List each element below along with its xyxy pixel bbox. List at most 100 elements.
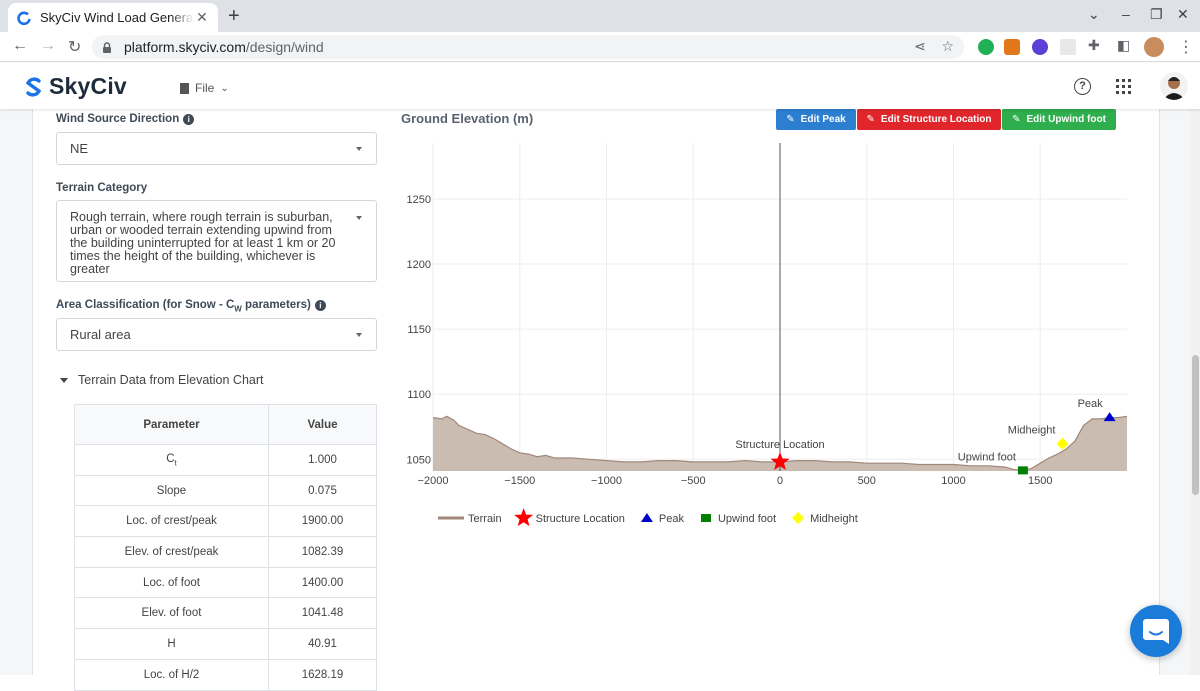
address-bar[interactable]: platform.skyciv.com/design/wind ⋖ ☆	[92, 35, 964, 59]
peak-data-label: Peak	[1078, 398, 1104, 410]
chrome-menu-icon[interactable]: ⋮	[1178, 39, 1194, 56]
midheight-data-label: Midheight	[1008, 425, 1056, 437]
legend-midheight-swatch	[792, 512, 805, 524]
extension-icon[interactable]	[1032, 39, 1048, 55]
table-row: Loc. of foot 1400.00	[74, 566, 377, 599]
terrain-data-title: Terrain Data from Elevation Chart	[78, 373, 264, 387]
apps-grid-icon[interactable]	[1116, 79, 1131, 94]
x-tick-label: 1500	[1028, 475, 1052, 487]
wind-direction-label: Wind Source Direction i	[56, 113, 195, 125]
value-cell: 1082.39	[268, 536, 377, 568]
terrain-parameters-table: Parameter Value CtCt1.000Slope0.075Loc. …	[74, 404, 377, 691]
edit-peak-label: Edit Peak	[800, 114, 846, 125]
terrain-area	[433, 416, 1127, 471]
file-menu-label: File	[195, 81, 215, 95]
file-menu[interactable]: File ⌄	[180, 81, 229, 95]
edit-icon: ✎	[1012, 114, 1021, 125]
browser-toolbar: ← → ↻ platform.skyciv.com/design/wind ⋖ …	[0, 32, 1200, 62]
table-header-row: Parameter Value	[74, 404, 377, 445]
window-close-icon[interactable]: ✕	[1177, 6, 1189, 22]
parameter-cell: CtCt	[74, 444, 269, 476]
value-cell: 0.075	[268, 474, 377, 507]
info-icon[interactable]: i	[183, 114, 195, 125]
profile-avatar-icon[interactable]	[1144, 37, 1164, 57]
user-avatar[interactable]	[1160, 72, 1188, 100]
edit-structure-label: Edit Structure Location	[880, 114, 992, 125]
column-header-value: Value	[268, 404, 377, 445]
skyciv-favicon-icon	[17, 11, 31, 25]
skyciv-logo[interactable]: SkyCiv	[24, 73, 127, 100]
legend-midheight-label: Midheight	[810, 513, 858, 525]
ground-elevation-chart[interactable]: −2000 −1500 −1000 −500 0 500 1000 1500 1050 1100 1…	[390, 135, 1150, 545]
skyciv-logo-icon	[25, 77, 42, 96]
edit-icon: ✎	[786, 114, 795, 125]
minimize-icon[interactable]: –	[1122, 6, 1130, 22]
edit-icon: ✎	[866, 114, 875, 125]
y-tick-label: 1150	[407, 324, 431, 336]
metamask-extension-icon[interactable]	[1004, 39, 1020, 55]
legend-structure-location-swatch	[514, 508, 534, 527]
extensions-puzzle-icon[interactable]: ✚	[1088, 37, 1100, 53]
terrain-category-value: Rough terrain, where rough terrain is su…	[70, 210, 336, 276]
edit-structure-location-button[interactable]: ✎ Edit Structure Location	[857, 109, 1001, 130]
y-tick-label: 1100	[407, 389, 431, 401]
parameter-cell: Elev. of foot	[74, 597, 269, 630]
info-icon[interactable]: i	[314, 300, 326, 311]
x-tick-label: 500	[858, 475, 876, 487]
area-classification-label: Area Classification (for Snow - CW param…	[56, 299, 326, 313]
edit-upwind-label: Edit Upwind foot	[1026, 114, 1106, 125]
terrain-data-toggle[interactable]: Terrain Data from Elevation Chart	[60, 373, 264, 387]
chevron-down-icon: ⌄	[220, 82, 229, 94]
browser-tab[interactable]: SkyCiv Wind Load Generator ✕	[8, 3, 218, 32]
area-classification-select[interactable]: Rural area	[56, 318, 377, 351]
legend-upwind-foot-label: Upwind foot	[718, 513, 776, 525]
peak-marker	[1103, 412, 1116, 422]
new-tab-icon[interactable]: +	[228, 5, 240, 27]
dropdown-caret-icon	[356, 216, 362, 220]
parameter-cell: H	[74, 628, 269, 660]
extension-icon[interactable]	[1060, 39, 1076, 55]
structure-location-data-label: Structure Location	[735, 439, 824, 451]
x-tick-label: 1000	[941, 475, 965, 487]
y-tick-label: 1200	[407, 259, 431, 271]
grammarly-extension-icon[interactable]	[978, 39, 994, 55]
reload-icon[interactable]: ↻	[68, 39, 82, 56]
restore-icon[interactable]: ❐	[1150, 6, 1163, 22]
bookmark-star-icon[interactable]: ☆	[941, 38, 954, 54]
back-icon[interactable]: ←	[12, 37, 28, 54]
tab-title: SkyCiv Wind Load Generator	[40, 10, 194, 25]
wind-direction-select[interactable]: NE	[56, 132, 377, 165]
scrollbar-thumb[interactable]	[1192, 355, 1199, 495]
chart-title: Ground Elevation (m)	[401, 111, 534, 126]
table-row: Elev. of crest/peak 1082.39	[74, 536, 377, 568]
value-cell: 40.91	[268, 628, 377, 660]
terrain-category-select[interactable]: Rough terrain, where rough terrain is su…	[56, 200, 377, 282]
legend-peak-label: Peak	[659, 513, 685, 525]
omnibox-actions: ⋖ ☆	[914, 38, 954, 55]
dropdown-caret-icon	[356, 147, 362, 151]
midheight-marker	[1056, 437, 1069, 450]
forward-icon[interactable]: →	[40, 37, 56, 54]
tab-close-icon[interactable]: ✕	[196, 9, 208, 25]
app-header: SkyCiv File ⌄ ?	[0, 63, 1200, 109]
chat-launcher-button[interactable]	[1130, 605, 1182, 657]
legend-terrain-label: Terrain	[468, 513, 502, 525]
share-icon[interactable]: ⋖	[914, 38, 926, 54]
collapse-triangle-icon	[60, 377, 68, 383]
help-icon[interactable]: ?	[1074, 78, 1091, 95]
x-tick-label: −2000	[418, 475, 449, 487]
x-tick-label: −500	[681, 475, 706, 487]
value-cell: 1.000	[268, 444, 377, 476]
page-scrollbar[interactable]	[1190, 109, 1200, 675]
value-cell: 1400.00	[268, 566, 377, 599]
wind-direction-value: NE	[70, 141, 89, 156]
edit-peak-button[interactable]: ✎ Edit Peak	[776, 109, 856, 130]
file-icon	[180, 82, 189, 94]
table-row: Elev. of foot 1041.48	[74, 597, 377, 630]
side-panel-icon[interactable]: ◧	[1117, 37, 1131, 53]
edit-upwind-foot-button[interactable]: ✎ Edit Upwind foot	[1002, 109, 1116, 130]
tab-search-chevron-icon[interactable]: ⌄	[1088, 6, 1100, 22]
upwind-foot-marker	[1017, 466, 1028, 475]
value-cell: 1041.48	[268, 597, 377, 630]
parameter-cell: Loc. of foot	[74, 566, 269, 599]
